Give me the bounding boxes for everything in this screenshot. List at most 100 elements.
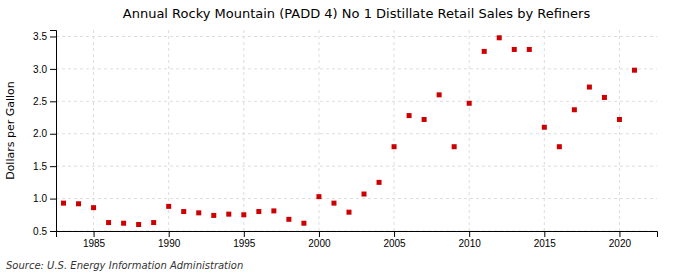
tick: 3.0 bbox=[33, 64, 56, 75]
grid-line bbox=[56, 166, 657, 167]
point bbox=[572, 107, 577, 112]
point bbox=[542, 125, 547, 130]
point bbox=[452, 144, 457, 149]
grid-line bbox=[56, 101, 657, 102]
tick: 2010 bbox=[459, 231, 482, 249]
point bbox=[151, 220, 156, 225]
point bbox=[136, 222, 141, 227]
tick-mark bbox=[469, 231, 470, 237]
tick-label: 1.5 bbox=[33, 161, 47, 172]
tick-mark bbox=[394, 231, 395, 237]
grid bbox=[56, 30, 657, 231]
chart: 1985 1990 1995 2000 2005 2010 2015 2020 0.5 1.0 1.… bbox=[0, 0, 675, 275]
tick-label: 2020 bbox=[609, 238, 632, 249]
point bbox=[211, 213, 216, 218]
tick: 2.0 bbox=[33, 128, 56, 139]
tick: 2.5 bbox=[33, 96, 56, 107]
tick-label: 1995 bbox=[233, 238, 256, 249]
tick-label: 1985 bbox=[83, 238, 106, 249]
point bbox=[241, 212, 246, 217]
tick-label: 2000 bbox=[308, 238, 331, 249]
point bbox=[196, 210, 201, 215]
tick-mark bbox=[50, 101, 56, 102]
grid-line bbox=[56, 198, 657, 199]
point bbox=[377, 180, 382, 185]
point bbox=[286, 217, 291, 222]
tick-label: 0.5 bbox=[33, 226, 47, 237]
grid-line bbox=[619, 30, 620, 231]
point bbox=[331, 201, 336, 206]
y-axis: 0.5 1.0 1.5 2.0 2.5 3.0 3.5 bbox=[33, 31, 56, 237]
y-axis-title: Dollars per Gallon bbox=[4, 81, 17, 180]
tick: 1990 bbox=[158, 231, 181, 249]
point bbox=[557, 144, 562, 149]
tick-label: 2.0 bbox=[33, 128, 47, 139]
tick-mark bbox=[50, 36, 56, 37]
point bbox=[256, 209, 261, 214]
tick-mark bbox=[169, 231, 170, 237]
point bbox=[632, 68, 637, 73]
tick-mark bbox=[544, 231, 545, 237]
tick-mark bbox=[50, 231, 56, 232]
x-axis: 1985 1990 1995 2000 2005 2010 2015 2020 bbox=[57, 231, 658, 249]
tick-label: 1990 bbox=[158, 238, 181, 249]
tick-mark bbox=[244, 231, 245, 237]
tick-mark bbox=[50, 166, 56, 167]
tick: 2015 bbox=[534, 231, 557, 249]
point bbox=[392, 144, 397, 149]
point bbox=[316, 194, 321, 199]
grid-line bbox=[469, 30, 470, 231]
grid-line bbox=[168, 30, 169, 231]
point bbox=[76, 201, 81, 206]
tick: 1995 bbox=[233, 231, 256, 249]
point bbox=[166, 204, 171, 209]
tick: 2000 bbox=[308, 231, 331, 249]
point bbox=[602, 95, 607, 100]
point bbox=[497, 35, 502, 40]
tick: 1.0 bbox=[33, 193, 56, 204]
tick-label: 2005 bbox=[383, 238, 406, 249]
points bbox=[61, 35, 637, 227]
tick-mark bbox=[50, 69, 56, 70]
grid-line bbox=[318, 30, 319, 231]
tick-label: 3.0 bbox=[33, 64, 47, 75]
grid-line bbox=[93, 30, 94, 231]
tick: 1.5 bbox=[33, 161, 56, 172]
grid-line bbox=[56, 36, 657, 37]
tick: 2005 bbox=[383, 231, 406, 249]
tick-label: 1.0 bbox=[33, 193, 47, 204]
grid-line bbox=[544, 30, 545, 231]
axis-line bbox=[57, 232, 658, 238]
axis-line bbox=[50, 31, 57, 232]
point bbox=[422, 117, 427, 122]
point bbox=[121, 221, 126, 226]
source: Source: U.S. Energy Information Administ… bbox=[6, 260, 243, 271]
grid-line bbox=[243, 30, 244, 231]
plot-area: 1985 1990 1995 2000 2005 2010 2015 2020 0.5 1.0 1.… bbox=[33, 30, 657, 249]
point bbox=[226, 212, 231, 217]
tick-mark bbox=[319, 231, 320, 237]
grid-line bbox=[394, 30, 395, 231]
tick-mark bbox=[50, 134, 56, 135]
point bbox=[346, 210, 351, 215]
grid-line bbox=[56, 133, 657, 134]
tick-mark bbox=[50, 199, 56, 200]
tick: 3.5 bbox=[33, 31, 56, 42]
point bbox=[407, 113, 412, 118]
point bbox=[527, 47, 532, 52]
point bbox=[181, 209, 186, 214]
tick-label: 3.5 bbox=[33, 31, 47, 42]
tick-mark bbox=[94, 231, 95, 237]
tick-label: 2.5 bbox=[33, 96, 47, 107]
point bbox=[271, 208, 276, 213]
point bbox=[61, 201, 66, 206]
title: Annual Rocky Mountain (PADD 4) No 1 Dist… bbox=[123, 6, 591, 21]
point bbox=[587, 85, 592, 90]
point bbox=[91, 205, 96, 210]
tick-label: 2015 bbox=[534, 238, 557, 249]
tick-mark bbox=[619, 231, 620, 237]
tick: 0.5 bbox=[33, 226, 56, 237]
point bbox=[301, 221, 306, 226]
point bbox=[617, 117, 622, 122]
tick-label: 2010 bbox=[459, 238, 482, 249]
